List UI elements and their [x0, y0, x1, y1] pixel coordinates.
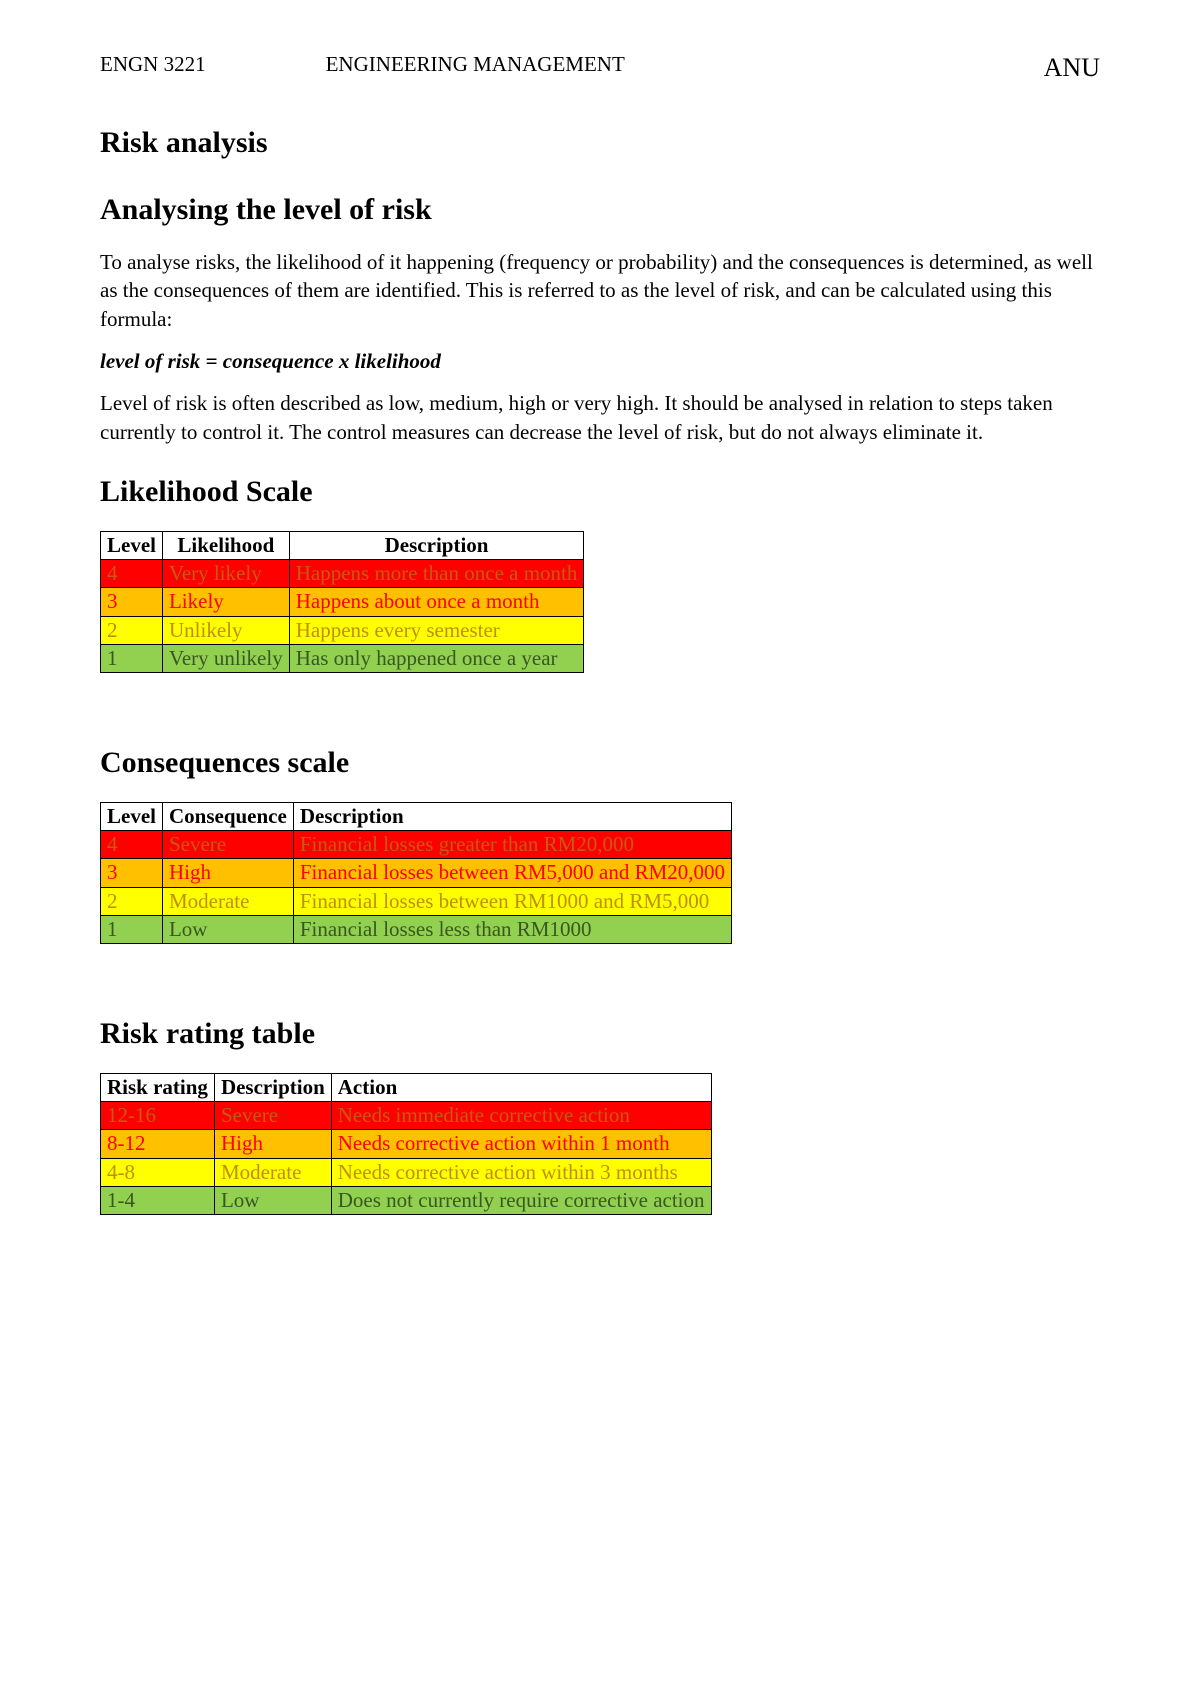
table-cell: Happens more than once a month [289, 559, 584, 587]
table-header: Level [101, 531, 163, 559]
table-row: 8-12HighNeeds corrective action within 1… [101, 1130, 712, 1158]
table-row: 2UnlikelyHappens every semester [101, 616, 584, 644]
table-row: 2ModerateFinancial losses between RM1000… [101, 887, 732, 915]
table-cell: 12-16 [101, 1101, 215, 1129]
heading-risk-rating-table: Risk rating table [100, 1014, 1100, 1055]
table-row: 4Very likelyHappens more than once a mon… [101, 559, 584, 587]
table-cell: Has only happened once a year [289, 644, 584, 672]
table-cell: Financial losses between RM1000 and RM5,… [293, 887, 731, 915]
table-cell: 4 [101, 559, 163, 587]
table-cell: Severe [214, 1101, 331, 1129]
table-header: Risk rating [101, 1073, 215, 1101]
table-cell: Very likely [162, 559, 289, 587]
table-row: 1-4LowDoes not currently require correct… [101, 1186, 712, 1214]
heading-consequences-scale: Consequences scale [100, 743, 1100, 784]
table-row: 1LowFinancial losses less than RM1000 [101, 915, 732, 943]
table-row: 4SevereFinancial losses greater than RM2… [101, 830, 732, 858]
table-cell: Financial losses greater than RM20,000 [293, 830, 731, 858]
table-cell: 2 [101, 616, 163, 644]
table-cell: Financial losses between RM5,000 and RM2… [293, 859, 731, 887]
table-cell: Severe [162, 830, 293, 858]
table-cell: 4 [101, 830, 163, 858]
table-header: Description [293, 802, 731, 830]
table-row: 3LikelyHappens about once a month [101, 588, 584, 616]
table-cell: Likely [162, 588, 289, 616]
table-cell: Happens every semester [289, 616, 584, 644]
header-course-title: ENGINEERING MANAGEMENT [206, 50, 1044, 85]
risk-rating-table: Risk ratingDescriptionAction12-16SevereN… [100, 1073, 712, 1215]
table-cell: 1 [101, 915, 163, 943]
header-course-code: ENGN 3221 [100, 50, 206, 85]
table-cell: Needs corrective action within 1 month [331, 1130, 711, 1158]
table-cell: Needs immediate corrective action [331, 1101, 711, 1129]
table-cell: Does not currently require corrective ac… [331, 1186, 711, 1214]
table-header: Description [289, 531, 584, 559]
table-cell: 3 [101, 859, 163, 887]
header-institution: ANU [1044, 50, 1100, 85]
table-cell: Financial losses less than RM1000 [293, 915, 731, 943]
spacer [100, 677, 1100, 717]
spacer [100, 948, 1100, 988]
formula-level-of-risk: level of risk = consequence x likelihood [100, 347, 1100, 375]
table-cell: High [214, 1130, 331, 1158]
table-row: 3HighFinancial losses between RM5,000 an… [101, 859, 732, 887]
table-cell: 4-8 [101, 1158, 215, 1186]
table-row: 12-16SevereNeeds immediate corrective ac… [101, 1101, 712, 1129]
table-header: Likelihood [162, 531, 289, 559]
table-header: Consequence [162, 802, 293, 830]
table-cell: Unlikely [162, 616, 289, 644]
table-row: 4-8ModerateNeeds corrective action withi… [101, 1158, 712, 1186]
heading-risk-analysis: Risk analysis [100, 123, 1100, 164]
paragraph-intro: To analyse risks, the likelihood of it h… [100, 248, 1100, 333]
consequences-table: LevelConsequenceDescription4SevereFinanc… [100, 802, 732, 944]
table-cell: 2 [101, 887, 163, 915]
table-cell: Low [214, 1186, 331, 1214]
heading-likelihood-scale: Likelihood Scale [100, 472, 1100, 513]
table-cell: 1-4 [101, 1186, 215, 1214]
table-header: Description [214, 1073, 331, 1101]
table-cell: Needs corrective action within 3 months [331, 1158, 711, 1186]
table-header: Level [101, 802, 163, 830]
heading-analysing-level: Analysing the level of risk [100, 190, 1100, 231]
paragraph-description: Level of risk is often described as low,… [100, 389, 1100, 446]
likelihood-table: LevelLikelihoodDescription4Very likelyHa… [100, 531, 584, 673]
table-cell: 1 [101, 644, 163, 672]
table-header: Action [331, 1073, 711, 1101]
table-cell: Happens about once a month [289, 588, 584, 616]
table-cell: Very unlikely [162, 644, 289, 672]
page-header: ENGN 3221 ENGINEERING MANAGEMENT ANU [100, 50, 1100, 85]
table-cell: 3 [101, 588, 163, 616]
table-cell: Moderate [214, 1158, 331, 1186]
table-cell: Low [162, 915, 293, 943]
table-cell: Moderate [162, 887, 293, 915]
table-cell: High [162, 859, 293, 887]
table-cell: 8-12 [101, 1130, 215, 1158]
table-row: 1Very unlikelyHas only happened once a y… [101, 644, 584, 672]
